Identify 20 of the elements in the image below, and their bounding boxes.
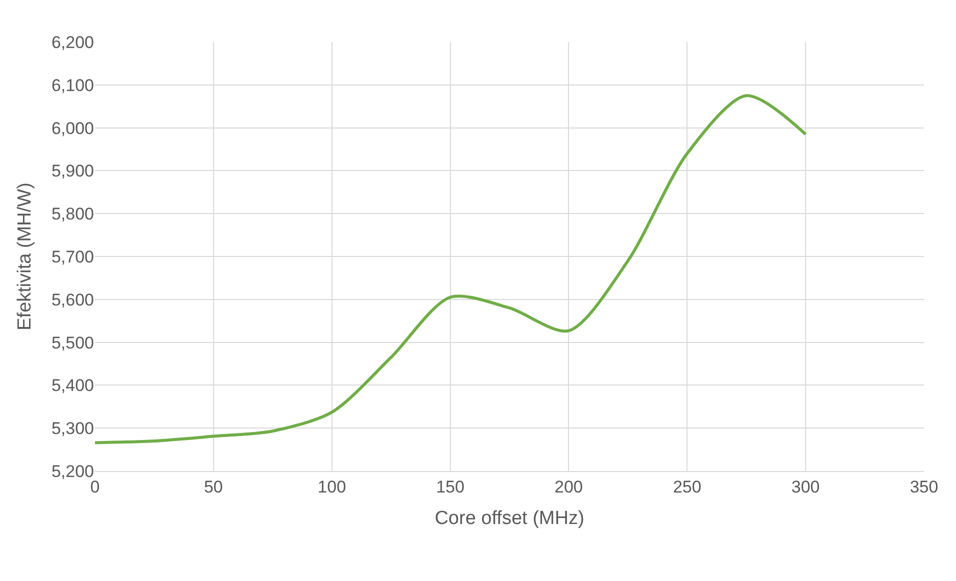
y-tick-label: 6,100 xyxy=(51,76,94,95)
y-tick-label: 5,900 xyxy=(51,162,94,181)
x-tick-label: 50 xyxy=(204,477,223,496)
y-tick-label: 6,200 xyxy=(51,32,94,52)
y-tick-label: 6,000 xyxy=(51,118,94,138)
x-tick-label: 200 xyxy=(554,477,583,496)
x-tick-label: 150 xyxy=(436,477,464,496)
y-tick-label: 5,800 xyxy=(51,204,94,224)
line-series xyxy=(95,94,808,444)
y-tick-label: 5,300 xyxy=(51,419,94,438)
x-tick-label: 100 xyxy=(318,477,346,496)
y-tick-label: 5,600 xyxy=(51,290,94,310)
y-tick-label: 5,700 xyxy=(51,247,94,266)
x-tick-label: 350 xyxy=(910,477,938,496)
x-tick-label: 250 xyxy=(672,477,702,496)
y-axis-title: Efektivita (MH/W) xyxy=(14,182,36,330)
x-axis-title: Core offset (MHz) xyxy=(434,508,584,530)
x-tick-label: 300 xyxy=(791,477,820,496)
y-tick-label: 5,400 xyxy=(51,376,94,396)
y-tick-label: 5,500 xyxy=(51,333,94,352)
